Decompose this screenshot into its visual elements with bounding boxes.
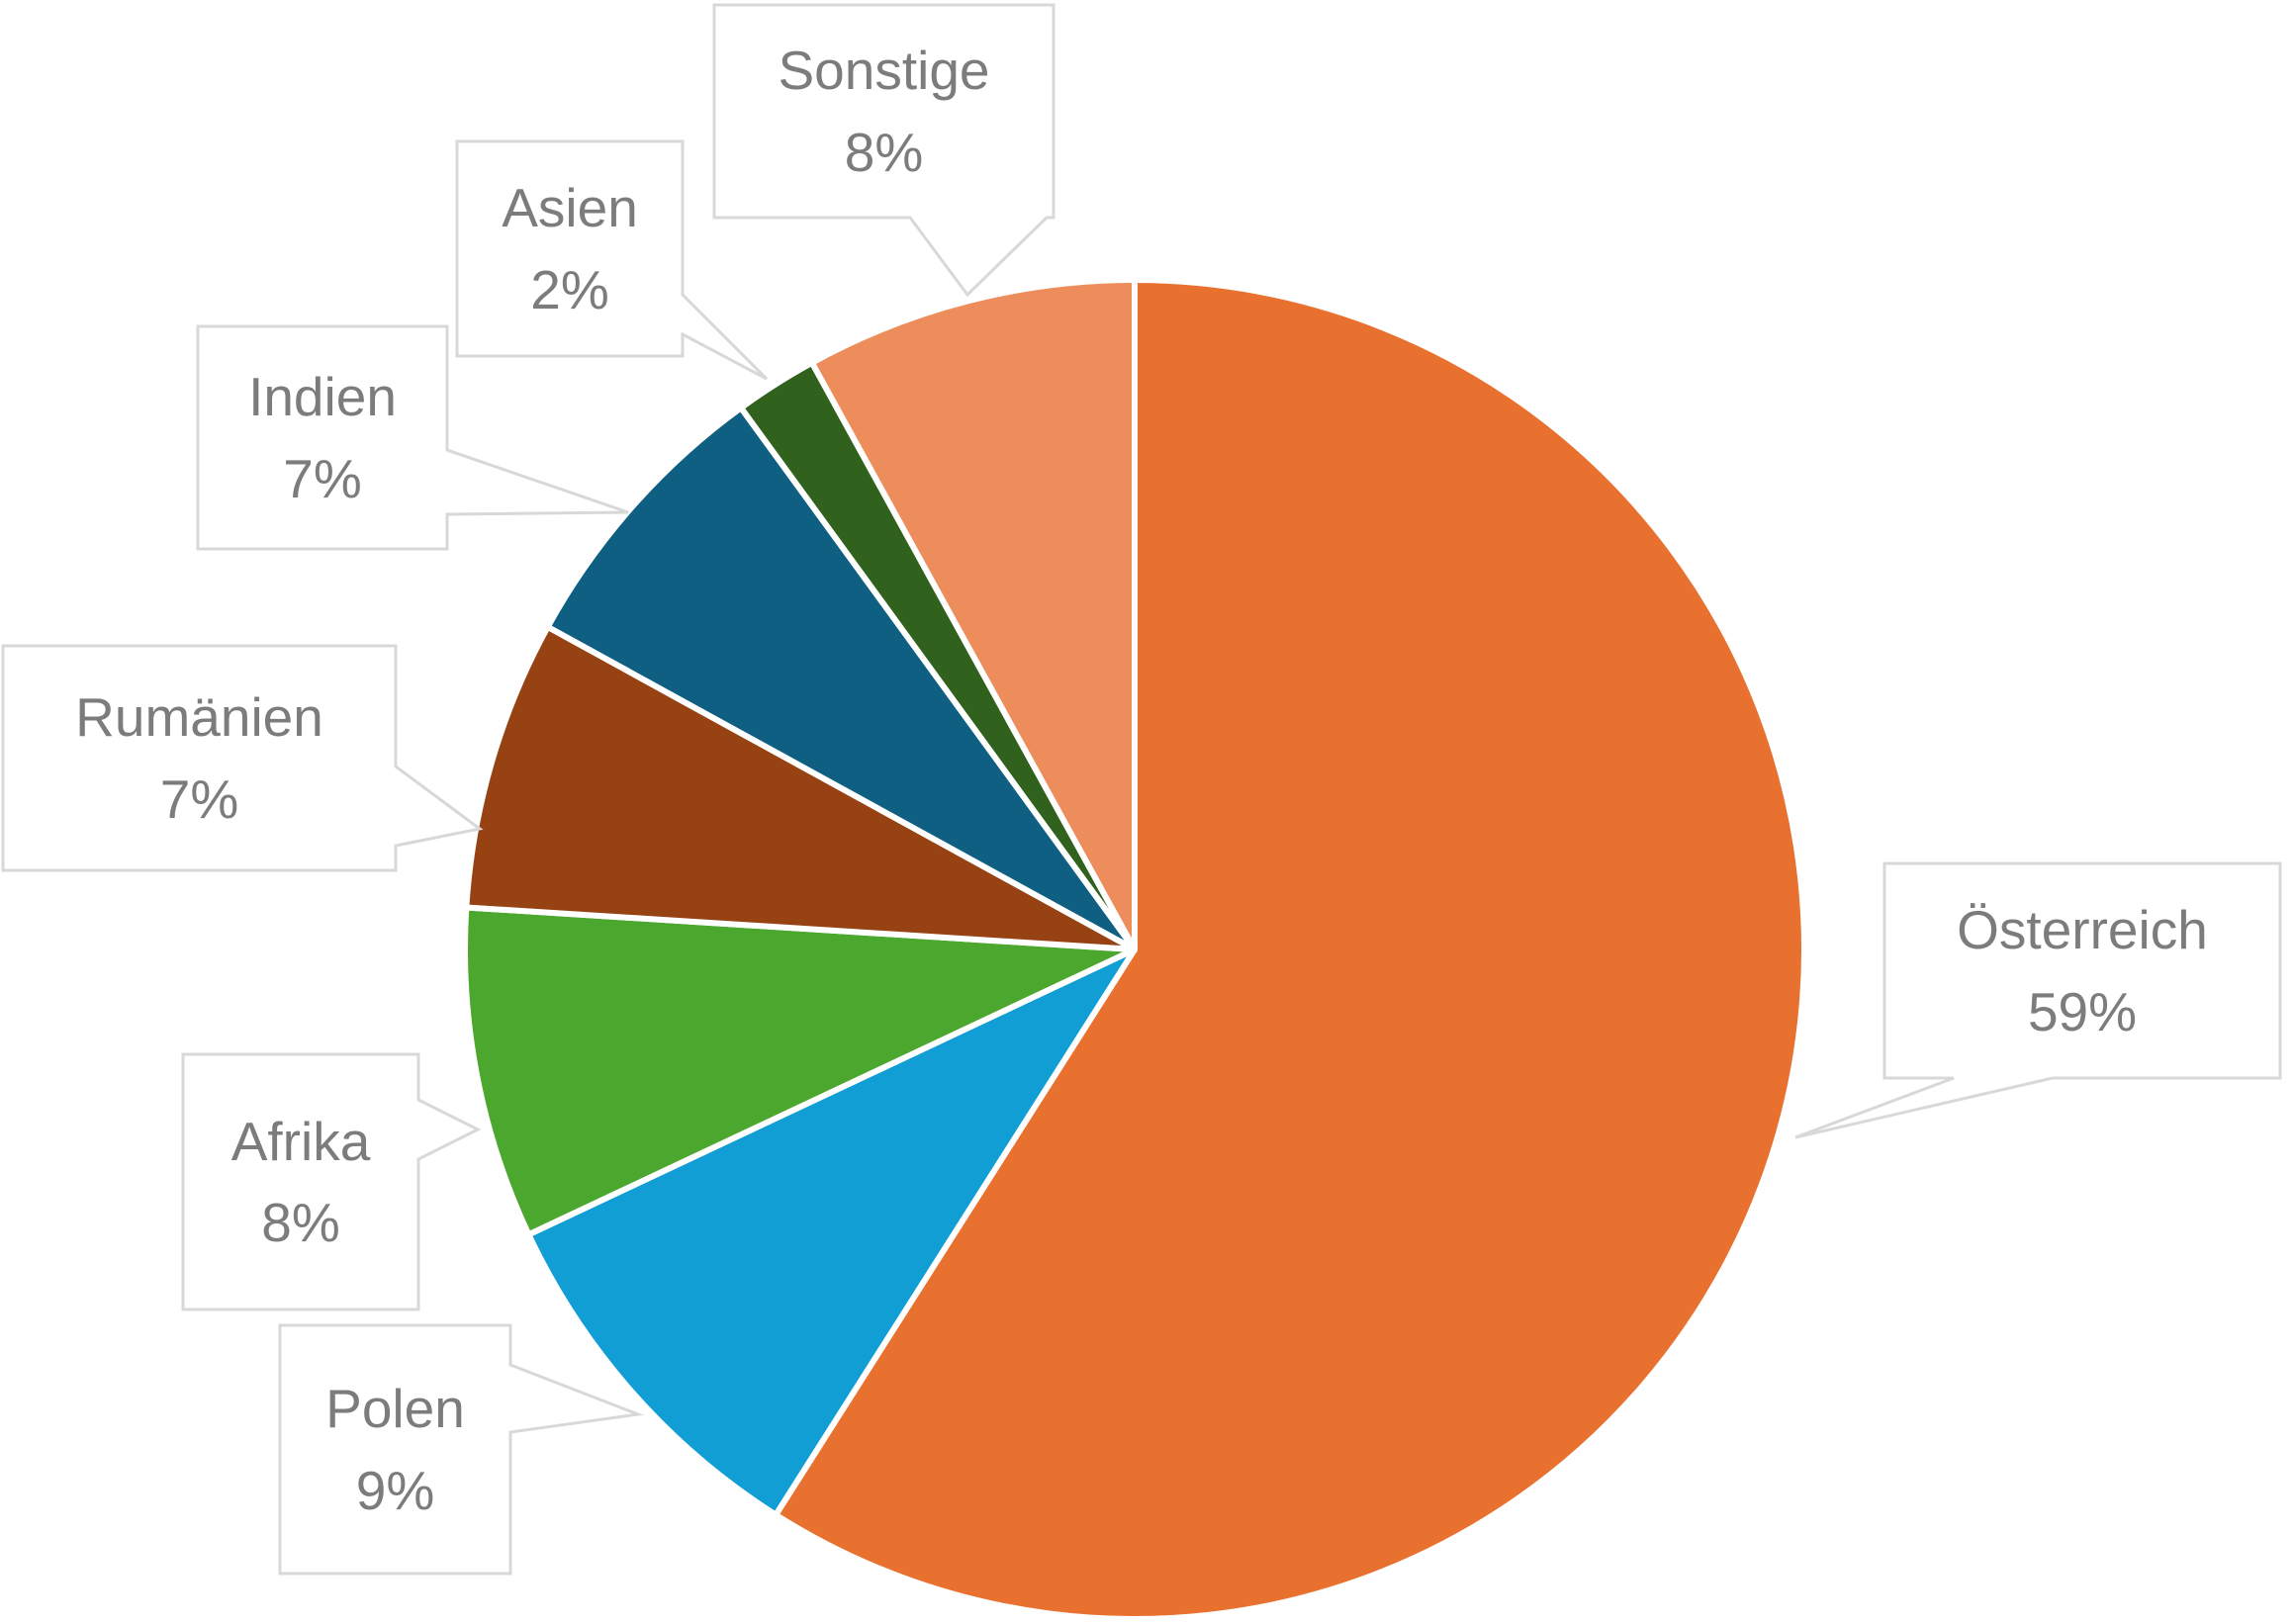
callout-bubble-sonstige [712, 3, 1055, 298]
pie-slice-sonstige [808, 277, 1138, 952]
callout-bubble-polen [278, 1323, 644, 1576]
pie-slices [462, 277, 1807, 1622]
pie-slice-afrika [462, 904, 1138, 1238]
callout-bubble-indien [196, 324, 629, 551]
pie-slice-polen [525, 947, 1138, 1518]
pie-slice-rumaenien [463, 623, 1138, 952]
callout-bubble-oesterreich [1794, 861, 2282, 1139]
pie-slice-indien [544, 405, 1138, 952]
callout-bubbles [1, 3, 2282, 1576]
callout-bubble-rumaenien [1, 644, 484, 872]
pie-slice-oesterreich [773, 277, 1807, 1622]
callout-bubble-afrika [181, 1052, 482, 1311]
callout-bubble-asien [455, 139, 769, 381]
